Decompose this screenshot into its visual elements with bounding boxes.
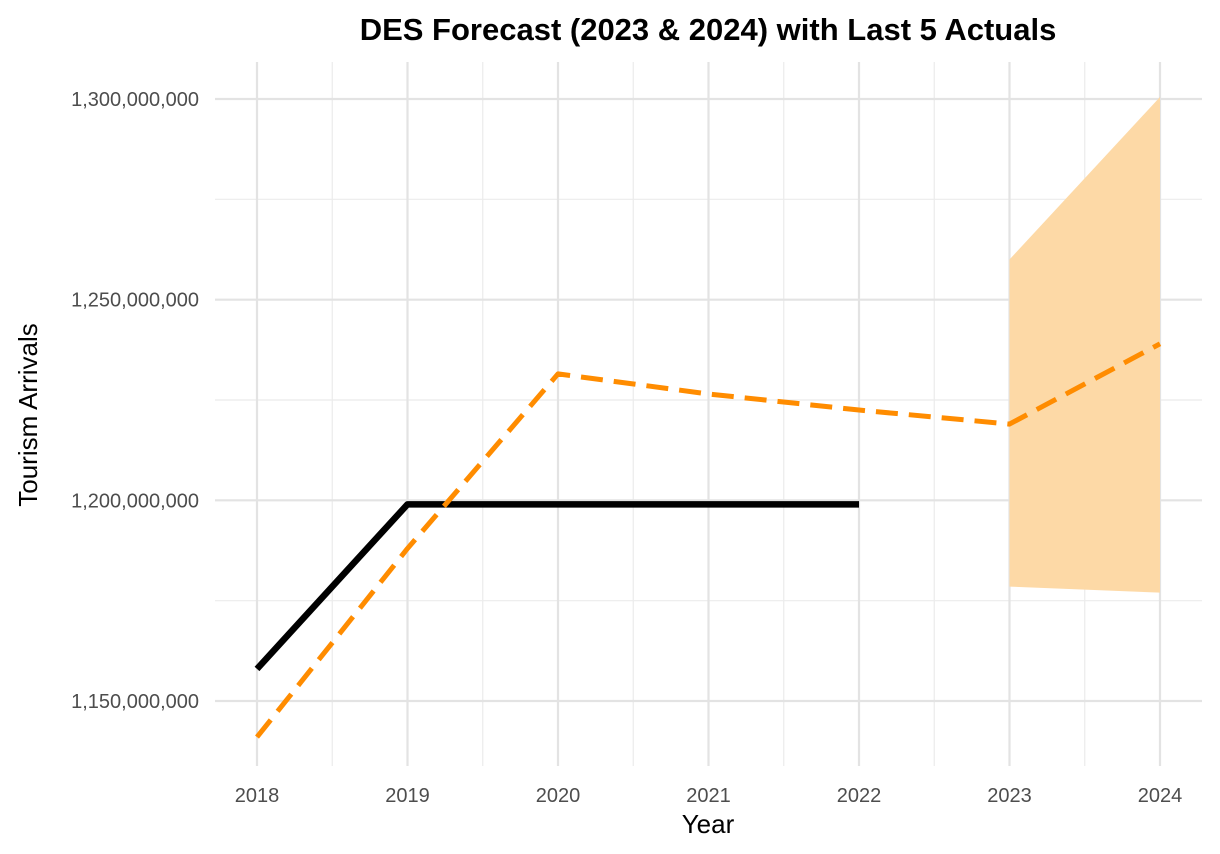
y-tick-label: 1,150,000,000 — [71, 691, 199, 713]
x-axis-title: Year — [682, 809, 735, 839]
y-tick-label: 1,250,000,000 — [71, 290, 199, 312]
y-axis-ticks: 1,150,000,000 1,200,000,000 1,250,000,000 1… — [71, 89, 199, 713]
y-axis-title: Tourism Arrivals — [13, 323, 43, 506]
x-tick-label: 2018 — [235, 785, 280, 807]
y-tick-label: 1,300,000,000 — [71, 89, 199, 111]
x-tick-label: 2022 — [837, 785, 882, 807]
y-tick-label: 1,200,000,000 — [71, 490, 199, 512]
x-tick-label: 2019 — [385, 785, 430, 807]
x-tick-label: 2020 — [536, 785, 581, 807]
x-tick-label: 2023 — [987, 785, 1032, 807]
x-tick-label: 2024 — [1138, 785, 1183, 807]
chart-title: DES Forecast (2023 & 2024) with Last 5 A… — [360, 12, 1057, 47]
x-axis-ticks: 2018 2019 2020 2021 2022 2023 2024 — [235, 785, 1183, 807]
x-tick-label: 2021 — [686, 785, 731, 807]
